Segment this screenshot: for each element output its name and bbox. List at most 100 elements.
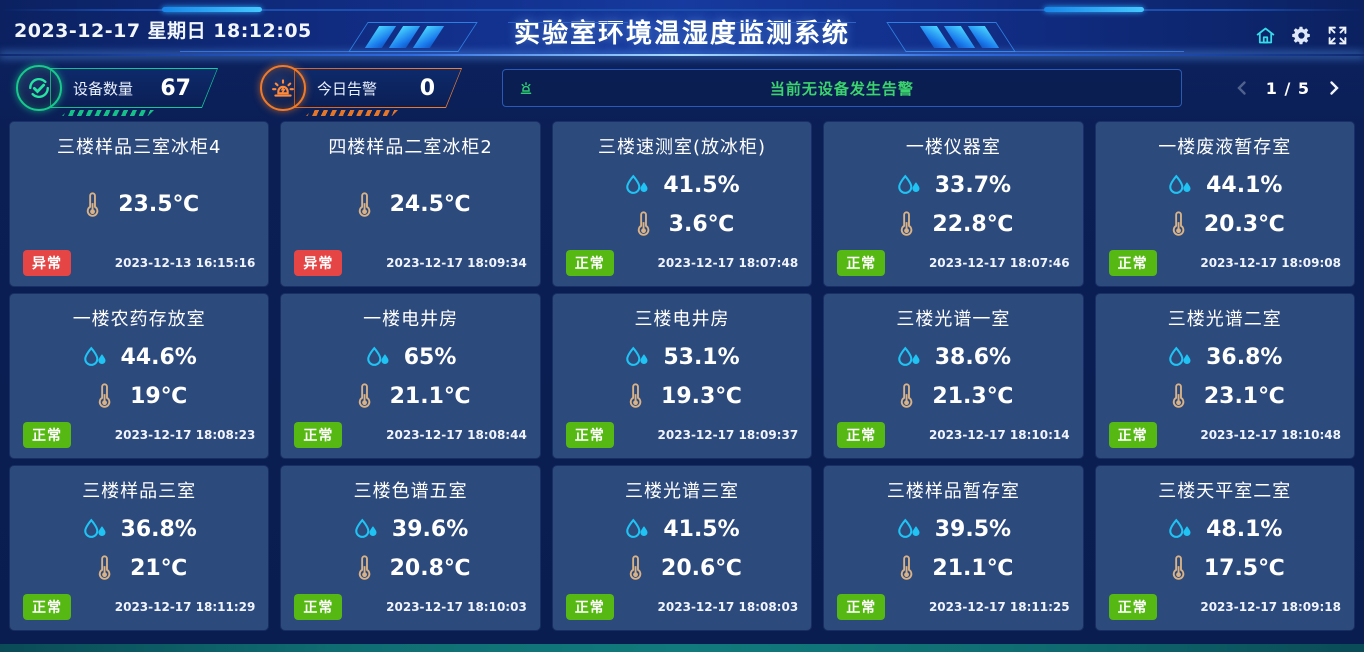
- humidity-icon: [355, 518, 377, 538]
- device-card[interactable]: 三楼样品三室 36.8% 21℃ 正常 2023-12-17 18:11:29: [10, 466, 269, 630]
- device-card[interactable]: 一楼电井房 65% 21.1℃ 正常 2023-12-17 18:08:44: [281, 294, 540, 458]
- humidity-value: 44.1%: [1206, 172, 1283, 198]
- header: 2023-12-17 星期日 18:12:05 实验室环境温湿度监测系统: [0, 0, 1364, 56]
- humidity-row: 41.5%: [624, 516, 740, 542]
- device-card[interactable]: 三楼样品三室冰柜4 23.5℃ 异常 2023-12-13 16:15:16: [10, 122, 269, 286]
- humidity-icon: [1169, 346, 1191, 366]
- temperature-value: 23.1℃: [1203, 383, 1285, 409]
- next-page-button[interactable]: [1326, 80, 1342, 96]
- status-badge: 正常: [23, 422, 71, 448]
- status-badge: 正常: [565, 422, 614, 448]
- pagination: 1 / 5: [1234, 79, 1342, 98]
- room-name: 三楼样品暂存室: [886, 481, 1020, 502]
- temperature-value: 21.1℃: [389, 383, 471, 409]
- device-card[interactable]: 三楼样品暂存室 39.5% 21.1℃ 正常 2023-12-17 18:11:…: [824, 466, 1083, 630]
- today-alarm-badge: 今日告警 0: [260, 65, 462, 111]
- device-card[interactable]: 三楼电井房 53.1% 19.3℃ 正常 2023-12-17 18:09:37: [552, 294, 812, 458]
- header-decoration-right: [736, 22, 1184, 52]
- humidity-value: 48.1%: [1206, 516, 1283, 542]
- humidity-value: 39.6%: [391, 516, 469, 542]
- temperature-value: 24.5℃: [389, 192, 471, 217]
- gear-icon[interactable]: [1291, 25, 1312, 46]
- temperature-row: 23.5℃: [79, 191, 199, 218]
- device-card[interactable]: 三楼天平室二室 48.1% 17.5℃ 正常 2023-12-17 18:09:…: [1095, 466, 1354, 630]
- status-badge: 正常: [294, 422, 343, 448]
- room-name: 三楼光谱二室: [1167, 309, 1282, 330]
- humidity-icon: [626, 518, 648, 538]
- temperature-row: 21.1℃: [893, 555, 1013, 581]
- header-top-dash-right: [1044, 7, 1144, 12]
- device-card[interactable]: 三楼光谱三室 41.5% 20.6℃ 正常 2023-12-17 18:08:0…: [552, 466, 812, 630]
- temperature-value: 3.6℃: [668, 211, 735, 237]
- thermometer-icon: [1172, 555, 1185, 580]
- today-alarm-value: 0: [419, 75, 435, 101]
- status-badge: 正常: [1108, 250, 1157, 276]
- card-grid: 三楼样品三室冰柜4 23.5℃ 异常 2023-12-13 16:15:16 四…: [0, 114, 1364, 630]
- fullscreen-icon[interactable]: [1327, 25, 1348, 46]
- page-title: 实验室环境温湿度监测系统: [513, 19, 850, 49]
- last-update-time: 2023-12-17 18:09:34: [386, 256, 527, 270]
- status-badge: 正常: [565, 594, 614, 620]
- humidity-value: 65%: [403, 344, 457, 370]
- temperature-row: 20.8℃: [351, 555, 471, 581]
- room-name: 一楼仪器室: [905, 137, 1001, 158]
- humidity-icon: [897, 346, 920, 366]
- status-badge: 正常: [837, 250, 886, 276]
- thermometer-icon: [98, 555, 111, 580]
- device-card[interactable]: 一楼农药存放室 44.6% 19℃ 正常 2023-12-17 18:08:23: [10, 294, 269, 458]
- humidity-row: 41.5%: [624, 172, 740, 198]
- thermometer-icon: [901, 211, 913, 236]
- temperature-value: 22.8℃: [932, 211, 1014, 237]
- thermometer-icon: [358, 383, 370, 408]
- humidity-row: 65%: [365, 344, 457, 370]
- humidity-icon: [83, 518, 106, 538]
- humidity-icon: [626, 174, 648, 194]
- alert-message-bar[interactable]: 当前无设备发生告警: [502, 69, 1182, 107]
- header-icon-group: [1255, 25, 1348, 46]
- room-name: 三楼色谱五室: [353, 481, 468, 502]
- temperature-row: 17.5℃: [1165, 555, 1285, 581]
- alert-siren-icon: [520, 82, 532, 94]
- thermometer-icon: [358, 191, 370, 217]
- temperature-value: 19℃: [130, 383, 188, 409]
- humidity-value: 41.5%: [663, 516, 740, 542]
- last-update-time: 2023-12-13 16:15:16: [114, 256, 256, 270]
- humidity-icon: [366, 346, 389, 366]
- status-badge: 异常: [23, 250, 71, 276]
- thermometer-icon: [87, 191, 99, 217]
- stats-row: 设备数量 67 今日告警 0 当前无设备发生告警: [0, 56, 1364, 114]
- device-card[interactable]: 三楼色谱五室 39.6% 20.8℃ 正常 2023-12-17 18:10:0…: [281, 466, 540, 630]
- humidity-value: 44.6%: [120, 344, 197, 370]
- room-name: 一楼电井房: [363, 309, 459, 330]
- humidity-value: 39.5%: [934, 516, 1012, 542]
- last-update-time: 2023-12-17 18:09:08: [1200, 256, 1341, 270]
- status-badge: 正常: [565, 250, 614, 276]
- room-name: 三楼速测室(放冰柜): [597, 137, 767, 158]
- header-glow-line: [0, 54, 1364, 56]
- device-card[interactable]: 三楼光谱一室 38.6% 21.3℃ 正常 2023-12-17 18:10:1…: [824, 294, 1083, 458]
- room-name: 三楼样品三室: [82, 481, 197, 502]
- humidity-row: 39.6%: [353, 516, 468, 542]
- device-card[interactable]: 一楼废液暂存室 44.1% 20.3℃ 正常 2023-12-17 18:09:…: [1095, 122, 1354, 286]
- room-name: 一楼农药存放室: [72, 309, 206, 330]
- device-count-label: 设备数量: [73, 79, 134, 98]
- device-card[interactable]: 三楼速测室(放冰柜) 41.5% 3.6℃ 正常 2023-12-17 18:0…: [552, 122, 812, 286]
- home-icon[interactable]: [1255, 25, 1276, 46]
- thermometer-icon: [98, 383, 111, 408]
- last-update-time: 2023-12-17 18:10:03: [386, 600, 527, 614]
- prev-page-button[interactable]: [1234, 80, 1250, 96]
- temperature-row: 21℃: [91, 555, 187, 581]
- last-update-time: 2023-12-17 18:09:37: [657, 428, 799, 442]
- temperature-row: 24.5℃: [351, 191, 471, 218]
- device-card[interactable]: 一楼仪器室 33.7% 22.8℃ 正常 2023-12-17 18:07:46: [824, 122, 1083, 286]
- temperature-row: 19℃: [91, 383, 187, 409]
- temperature-value: 21.3℃: [932, 383, 1014, 409]
- status-badge: 正常: [837, 422, 886, 448]
- device-card[interactable]: 四楼样品二室冰柜2 24.5℃ 异常 2023-12-17 18:09:34: [281, 122, 540, 286]
- temperature-row: 20.3℃: [1165, 211, 1285, 237]
- humidity-value: 41.5%: [663, 172, 740, 198]
- device-card[interactable]: 三楼光谱二室 36.8% 23.1℃ 正常 2023-12-17 18:10:4…: [1095, 294, 1354, 458]
- humidity-icon: [897, 174, 920, 194]
- device-badge-dashes: [62, 110, 154, 116]
- status-badge: 异常: [294, 250, 343, 276]
